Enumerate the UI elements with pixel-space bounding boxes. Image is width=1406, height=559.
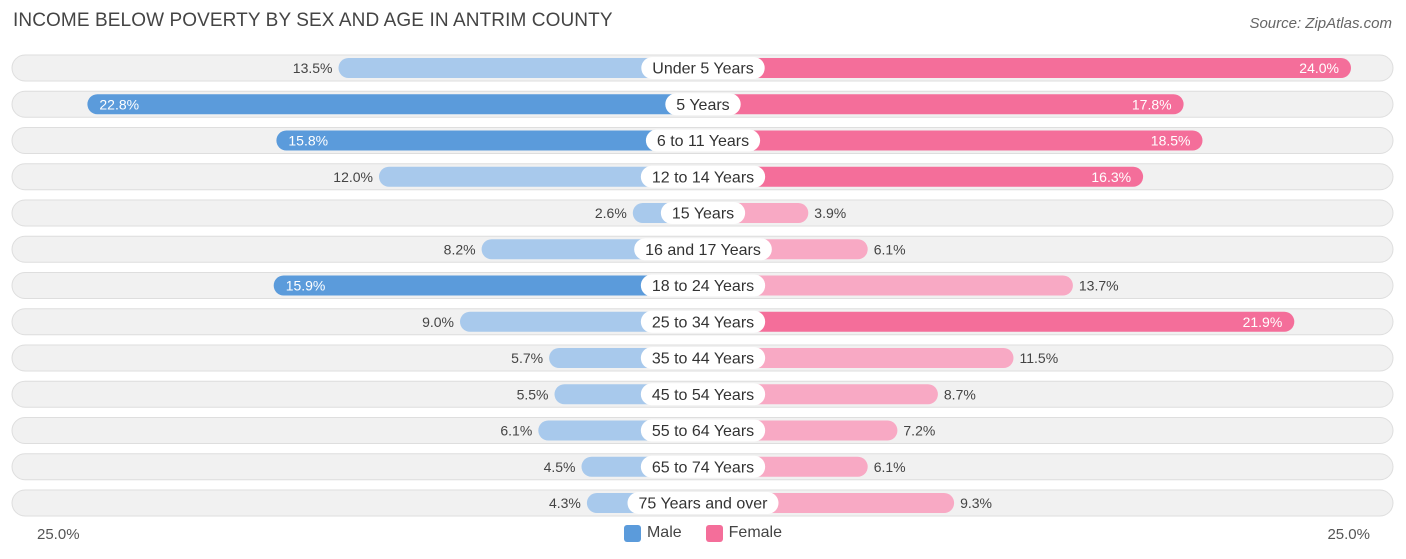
chart-svg: 13.5% 24.0% Under 5 Years 22.8% 17.8% 5 Years… — [11, 54, 1394, 517]
axis-left-label: 25.0% — [37, 526, 80, 543]
chart-title: INCOME BELOW POVERTY BY SEX AND AGE IN A… — [13, 10, 613, 31]
bar-row-65-to-74-years: 4.5% 6.1% 65 to 74 Years — [11, 453, 1394, 481]
bar-row-25-to-34-years: 9.0% 21.9% 25 to 34 Years — [11, 308, 1394, 336]
category-label: 16 and 17 Years — [645, 242, 761, 259]
category-label: 65 to 74 Years — [652, 459, 754, 476]
female-value-label: 11.5% — [1020, 350, 1059, 366]
bar-row-12-to-14-years: 12.0% 16.3% 12 to 14 Years — [11, 163, 1394, 191]
female-value-label: 21.9% — [1243, 314, 1283, 330]
female-value-label: 24.0% — [1299, 60, 1339, 76]
female-bar — [703, 311, 1295, 332]
category-label: Under 5 Years — [652, 61, 753, 78]
female-value-label: 3.9% — [814, 205, 846, 221]
bar-row-45-to-54-years: 5.5% 8.7% 45 to 54 Years — [11, 380, 1394, 408]
female-bar — [703, 58, 1351, 78]
male-bar — [338, 58, 703, 78]
category-label: 75 Years and over — [639, 496, 769, 513]
female-bar — [703, 166, 1144, 187]
category-label: 35 to 44 Years — [652, 351, 754, 368]
bar-row-75-years-and-over: 4.3% 9.3% 75 Years and over — [11, 489, 1394, 517]
male-bar — [87, 94, 703, 115]
female-value-label: 9.3% — [960, 495, 992, 511]
category-label: 5 Years — [676, 97, 729, 114]
category-label: 45 to 54 Years — [652, 387, 754, 404]
female-value-label: 6.1% — [874, 459, 906, 475]
legend-item-male: Male — [623, 524, 682, 542]
female-value-label: 7.2% — [903, 423, 935, 439]
bar-row-55-to-64-years: 6.1% 7.2% 55 to 64 Years — [11, 417, 1394, 444]
male-bar — [276, 130, 703, 151]
category-pill — [645, 129, 761, 152]
bar-row-5-years: 22.8% 17.8% 5 Years — [11, 90, 1394, 118]
category-label: 15 Years — [672, 206, 734, 223]
bar-row-15-years: 2.6% 3.9% 15 Years — [11, 199, 1394, 227]
female-value-label: 8.7% — [944, 386, 976, 402]
bar-row-35-to-44-years: 5.7% 11.5% 35 to 44 Years — [11, 344, 1394, 372]
female-bar — [703, 94, 1184, 115]
category-pill — [660, 202, 746, 224]
male-value-label: 6.1% — [500, 423, 532, 439]
category-label: 18 to 24 Years — [652, 278, 754, 295]
legend-label-female: Female — [728, 524, 783, 541]
female-value-label: 16.3% — [1091, 169, 1131, 185]
female-bar — [703, 348, 1014, 368]
female-value-label: 6.1% — [874, 241, 906, 257]
female-bar — [703, 130, 1203, 151]
male-bar — [273, 275, 703, 296]
category-label: 6 to 11 Years — [657, 133, 749, 150]
male-value-label: 2.6% — [595, 205, 627, 221]
male-value-label: 8.2% — [444, 241, 476, 257]
female-value-label: 18.5% — [1151, 133, 1191, 149]
category-pill — [640, 274, 766, 297]
male-value-label: 5.5% — [517, 386, 549, 402]
bar-row-under-5-years: 13.5% 24.0% Under 5 Years — [11, 54, 1394, 82]
category-label: 55 to 64 Years — [652, 423, 754, 440]
category-pill — [640, 383, 766, 406]
female-value-label: 17.8% — [1132, 96, 1172, 112]
category-pill — [634, 238, 772, 261]
category-pill — [640, 165, 766, 188]
female-value-label: 13.7% — [1079, 278, 1119, 294]
category-label: 12 to 14 Years — [652, 169, 754, 186]
axis-right-label: 25.0% — [1327, 526, 1370, 543]
category-pill — [640, 419, 766, 442]
male-value-label: 15.9% — [286, 278, 326, 294]
male-value-label: 5.7% — [511, 350, 543, 366]
category-label: 25 to 34 Years — [652, 314, 754, 331]
category-pill — [640, 455, 766, 478]
female-bar — [703, 275, 1073, 296]
bar-row-6-to-11-years: 15.8% 18.5% 6 to 11 Years — [11, 127, 1394, 154]
category-pill — [640, 347, 766, 369]
male-bar — [379, 166, 703, 187]
male-value-label: 15.8% — [288, 133, 328, 149]
bar-row-16-and-17-years: 8.2% 6.1% 16 and 17 Years — [11, 235, 1394, 263]
male-value-label: 4.3% — [549, 495, 581, 511]
bar-row-18-to-24-years: 15.9% 13.7% 18 to 24 Years — [11, 272, 1394, 299]
category-pill — [665, 93, 741, 116]
male-value-label: 4.5% — [544, 459, 576, 475]
legend-swatch-male — [623, 524, 641, 542]
source-label: Source: ZipAtlas.com — [1249, 15, 1392, 32]
male-value-label: 13.5% — [293, 60, 333, 76]
category-pill — [641, 57, 765, 79]
legend-swatch-female — [705, 524, 723, 542]
male-value-label: 22.8% — [99, 96, 139, 112]
male-value-label: 9.0% — [422, 314, 454, 330]
legend: Male Female — [0, 524, 1406, 542]
male-value-label: 12.0% — [333, 169, 373, 185]
category-pill — [627, 492, 779, 514]
category-pill — [640, 310, 766, 333]
legend-item-female: Female — [705, 524, 783, 542]
legend-label-male: Male — [646, 524, 682, 541]
